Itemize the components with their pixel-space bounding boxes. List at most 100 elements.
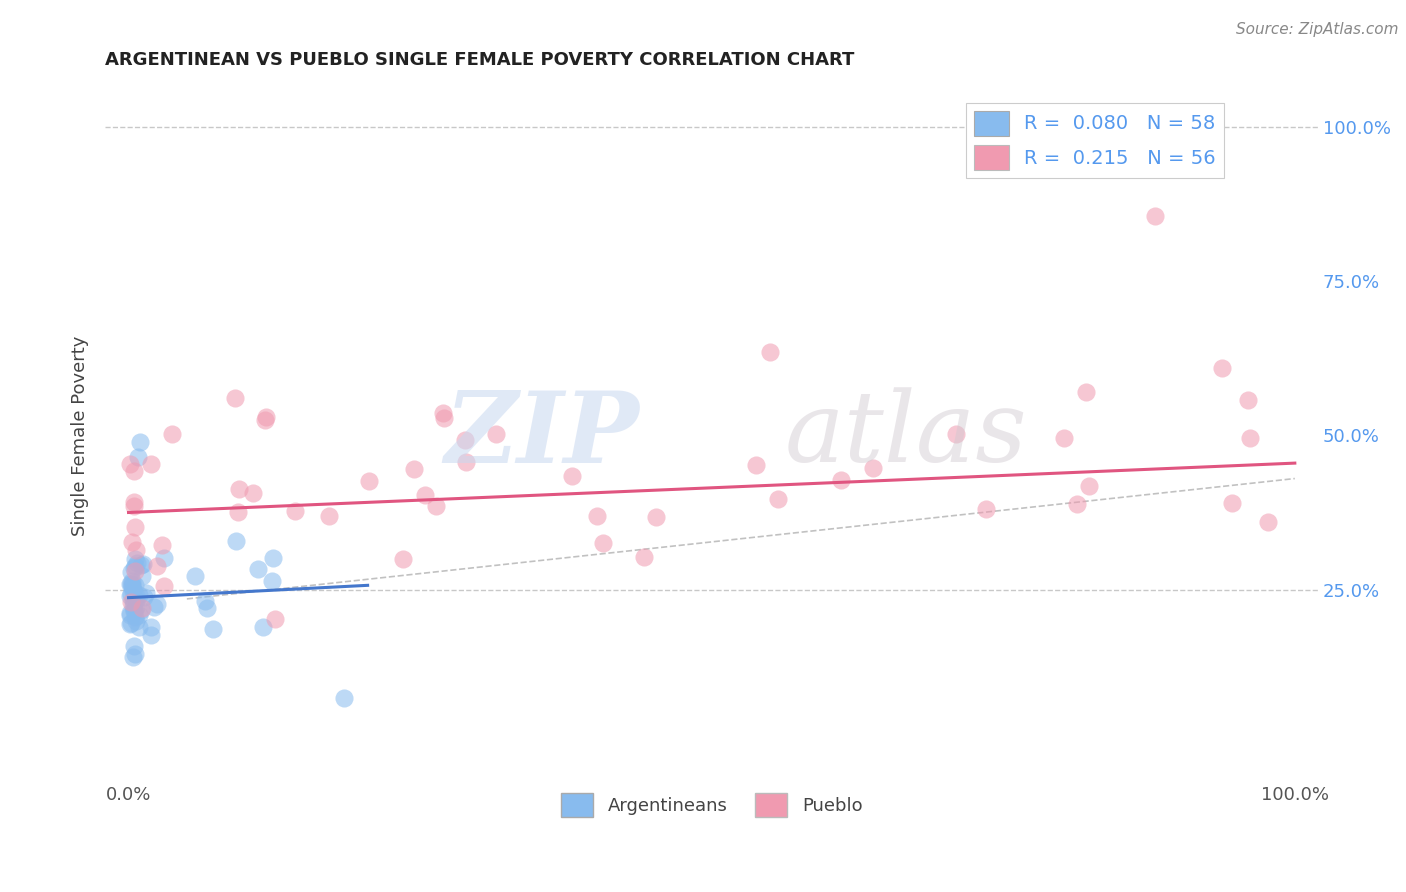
Point bbox=[644, 510, 666, 524]
Point bbox=[1078, 479, 1101, 493]
Point bbox=[318, 508, 340, 523]
Point bbox=[1211, 361, 1233, 376]
Point bbox=[945, 426, 967, 441]
Point bbox=[153, 550, 176, 565]
Point bbox=[561, 469, 583, 483]
Point bbox=[131, 557, 153, 571]
Point bbox=[485, 427, 508, 442]
Point bbox=[120, 577, 142, 591]
Point bbox=[1143, 209, 1166, 223]
Point bbox=[150, 538, 173, 552]
Point bbox=[585, 509, 607, 524]
Point bbox=[1220, 496, 1243, 510]
Point bbox=[1066, 498, 1088, 512]
Point bbox=[128, 620, 150, 634]
Point bbox=[391, 552, 413, 566]
Point bbox=[122, 650, 145, 665]
Point bbox=[1239, 431, 1261, 445]
Point bbox=[121, 574, 143, 589]
Point bbox=[224, 391, 246, 405]
Point bbox=[225, 533, 247, 548]
Point bbox=[120, 616, 142, 631]
Point bbox=[124, 578, 146, 592]
Point bbox=[124, 639, 146, 653]
Point bbox=[120, 587, 142, 601]
Point bbox=[160, 427, 183, 442]
Point bbox=[974, 502, 997, 516]
Point bbox=[128, 607, 150, 622]
Point bbox=[139, 457, 162, 471]
Point bbox=[124, 558, 146, 573]
Point bbox=[195, 601, 218, 615]
Point bbox=[146, 559, 169, 574]
Point bbox=[1237, 392, 1260, 407]
Point bbox=[127, 556, 149, 570]
Point bbox=[226, 505, 249, 519]
Point bbox=[433, 411, 456, 425]
Point bbox=[131, 603, 153, 617]
Point bbox=[122, 604, 145, 618]
Point bbox=[122, 500, 145, 514]
Point bbox=[862, 461, 884, 475]
Point bbox=[121, 579, 143, 593]
Point bbox=[125, 615, 148, 629]
Point bbox=[124, 610, 146, 624]
Text: ZIP: ZIP bbox=[444, 387, 638, 483]
Point bbox=[242, 486, 264, 500]
Point bbox=[121, 584, 143, 599]
Point bbox=[830, 473, 852, 487]
Point bbox=[118, 458, 141, 472]
Point bbox=[125, 600, 148, 615]
Point bbox=[1257, 516, 1279, 530]
Point bbox=[415, 488, 437, 502]
Point bbox=[404, 462, 426, 476]
Point bbox=[118, 589, 141, 603]
Point bbox=[142, 600, 165, 615]
Point bbox=[118, 616, 141, 631]
Point bbox=[124, 552, 146, 566]
Point bbox=[359, 475, 381, 489]
Point bbox=[745, 458, 768, 473]
Point bbox=[122, 603, 145, 617]
Point bbox=[128, 588, 150, 602]
Text: Source: ZipAtlas.com: Source: ZipAtlas.com bbox=[1236, 22, 1399, 37]
Y-axis label: Single Female Poverty: Single Female Poverty bbox=[72, 335, 89, 535]
Point bbox=[260, 574, 283, 589]
Text: atlas: atlas bbox=[785, 388, 1028, 483]
Point bbox=[766, 492, 789, 507]
Point bbox=[125, 592, 148, 607]
Point bbox=[454, 434, 477, 448]
Point bbox=[129, 434, 152, 449]
Point bbox=[592, 536, 614, 550]
Point bbox=[139, 628, 162, 642]
Point bbox=[121, 594, 143, 608]
Point bbox=[759, 345, 782, 359]
Point bbox=[254, 409, 277, 424]
Point bbox=[131, 601, 153, 615]
Point bbox=[127, 450, 149, 464]
Point bbox=[118, 608, 141, 623]
Point bbox=[184, 569, 207, 583]
Point bbox=[134, 586, 156, 600]
Point bbox=[152, 579, 174, 593]
Point bbox=[124, 590, 146, 604]
Point bbox=[333, 690, 356, 705]
Point bbox=[283, 504, 305, 518]
Point bbox=[125, 542, 148, 557]
Point bbox=[124, 647, 146, 661]
Point bbox=[122, 599, 145, 614]
Point bbox=[124, 519, 146, 533]
Point bbox=[120, 595, 142, 609]
Point bbox=[129, 558, 152, 572]
Point bbox=[131, 569, 153, 583]
Point bbox=[262, 550, 284, 565]
Point bbox=[121, 582, 143, 596]
Point bbox=[1053, 431, 1076, 445]
Point bbox=[122, 495, 145, 509]
Point bbox=[633, 550, 655, 565]
Point bbox=[145, 598, 167, 612]
Legend: Argentineans, Pueblo: Argentineans, Pueblo bbox=[554, 786, 870, 824]
Point bbox=[122, 464, 145, 478]
Point bbox=[201, 622, 224, 636]
Point bbox=[264, 612, 287, 626]
